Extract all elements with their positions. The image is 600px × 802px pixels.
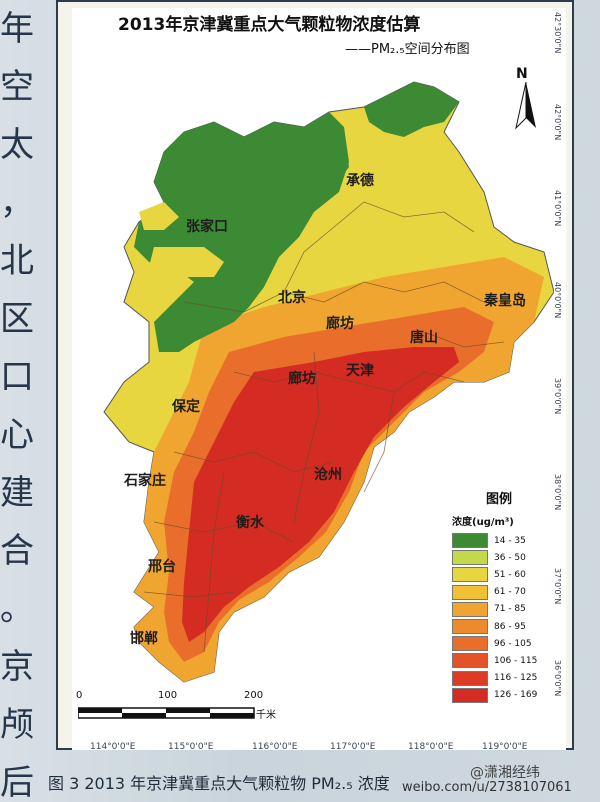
legend-unit: 浓度(ug/m³) (452, 517, 514, 528)
legend-item: 36 - 50 (452, 549, 552, 566)
red-zone (182, 347, 459, 642)
lat-label-36: 36°0'0"N (553, 660, 562, 697)
weibo-url: weibo.com/u/2738107061 (402, 780, 572, 795)
scale-unit: 千米 (256, 710, 276, 721)
legend-label: 71 - 85 (494, 604, 526, 615)
green-zone-center (284, 127, 349, 202)
city-label-tangshan: 唐山 (410, 330, 438, 346)
legend-swatch (452, 619, 488, 635)
legend-item: 71 - 85 (452, 601, 552, 618)
legend-swatch (452, 567, 488, 583)
book-side-text: 年 空 太 ， 北 区 口 心 建 合 。 京 颅 后 (0, 9, 35, 802)
green-zone-chengde (364, 82, 459, 137)
lat-label-41: 41°0'0"N (553, 190, 562, 227)
city-label-langfang: 廊坊 (288, 371, 316, 387)
scale-tick-100: 100 (158, 690, 178, 701)
legend-swatch (452, 533, 488, 549)
north-letter: N (516, 66, 528, 82)
city-label-qinhuangdao: 秦皇岛 (484, 293, 526, 309)
lon-label-117: 117°0'0"E (330, 742, 376, 752)
figure-caption: 图 3 2013 年京津冀重点大气颗粒物 PM₂.₅ 浓度 (48, 774, 390, 793)
legend-title: 图例 (486, 492, 513, 507)
lat-label-39: 39°0'0"N (553, 378, 562, 415)
legend-item: 106 - 115 (452, 652, 552, 669)
map-legend: 图例 浓度(ug/m³) 14 - 35 36 - 50 51 - 60 61 - 7… (452, 488, 552, 704)
city-label-cangzhou: 沧州 (314, 467, 342, 483)
legend-swatch (452, 601, 488, 617)
city-label-tianjin: 天津 (346, 363, 374, 379)
lat-label-38: 38°0'0"N (553, 474, 562, 511)
legend-label: 14 - 35 (494, 535, 526, 546)
legend-item: 96 - 105 (452, 635, 552, 652)
legend-label: 106 - 115 (494, 655, 538, 666)
map-subtitle: ——PM₂.₅空间分布图 (345, 42, 470, 57)
lat-label-37: 37°0'0"N (553, 568, 562, 605)
legend-swatch (452, 636, 488, 652)
city-label-langfang-north: 廊坊 (326, 316, 354, 332)
scale-bar-graphic (78, 707, 255, 719)
city-label-baoding: 保定 (172, 399, 200, 415)
city-label-beijing: 北京 (278, 290, 306, 306)
lon-label-115: 115°0'0"E (168, 742, 214, 752)
legend-label: 126 - 169 (494, 690, 538, 701)
legend-swatch (452, 653, 488, 669)
legend-item: 51 - 60 (452, 566, 552, 583)
legend-label: 96 - 105 (494, 638, 532, 649)
lat-label-40: 40°0'0"N (553, 282, 562, 319)
yellow-patch (139, 202, 179, 230)
pm25-map (103, 81, 554, 683)
legend-swatch (452, 550, 488, 566)
legend-item: 14 - 35 (452, 532, 552, 549)
legend-swatch (452, 687, 488, 703)
scale-tick-200: 200 (244, 690, 264, 701)
lon-label-114: 114°0'0"E (90, 742, 136, 752)
legend-label: 86 - 95 (494, 621, 526, 632)
legend-label: 116 - 125 (494, 673, 538, 684)
city-label-xingtai: 邢台 (148, 559, 176, 575)
city-label-shijiazhuang: 石家庄 (124, 473, 166, 489)
lat-label-42: 42°0'0"N (553, 104, 562, 141)
city-label-handan: 邯郸 (130, 631, 158, 647)
legend-label: 51 - 60 (494, 569, 526, 580)
map-title: 2013年京津冀重点大气颗粒物浓度估算 (118, 15, 421, 35)
city-label-chengde: 承德 (346, 173, 374, 189)
north-arrow-icon (515, 81, 536, 130)
legend-item: 86 - 95 (452, 618, 552, 635)
scale-bar: 0 100 200 (76, 690, 278, 730)
lon-label-118: 118°0'0"E (408, 742, 454, 752)
legend-item: 61 - 70 (452, 584, 552, 601)
yellow-patch-2 (149, 247, 224, 277)
legend-swatch (452, 584, 488, 600)
legend-label: 36 - 50 (494, 552, 526, 563)
city-label-hengshui: 衡水 (236, 515, 264, 531)
lat-label-42-30: 42°30'0"N (553, 12, 562, 54)
city-label-zhangjiakou: 张家口 (186, 219, 228, 235)
legend-item: 116 - 125 (452, 670, 552, 687)
legend-rows: 14 - 35 36 - 50 51 - 60 61 - 70 71 - 85 86 - … (452, 532, 552, 704)
lon-label-116: 116°0'0"E (252, 742, 298, 752)
weibo-watermark: @潇湘经纬 (470, 765, 540, 781)
district-boundaries (143, 201, 505, 653)
legend-item: 126 - 169 (452, 687, 552, 704)
lon-label-119: 119°0'0"E (482, 742, 528, 752)
scale-tick-0: 0 (76, 690, 83, 701)
legend-swatch (452, 670, 488, 686)
legend-label: 61 - 70 (494, 587, 526, 598)
